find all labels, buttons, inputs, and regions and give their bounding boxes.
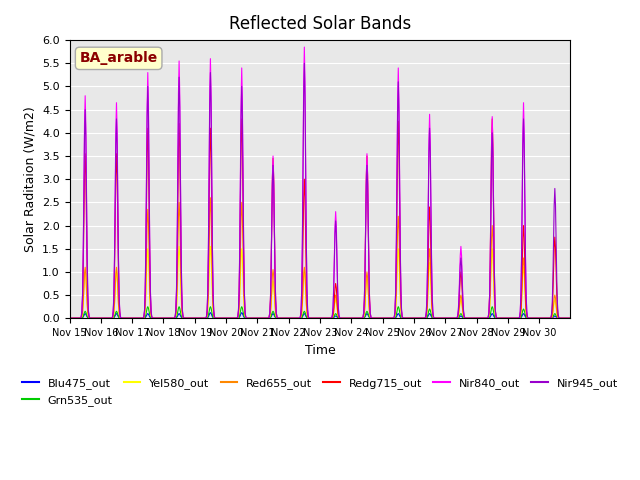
Nir840_out — [399, 315, 407, 321]
Grn535_out — [144, 304, 152, 310]
Blu475_out — [400, 315, 408, 321]
Yel580_out — [566, 315, 573, 321]
Line: Grn535_out: Grn535_out — [70, 307, 570, 318]
Nir840_out — [216, 315, 224, 321]
Red655_out — [566, 315, 573, 321]
Yel580_out — [316, 315, 324, 321]
Yel580_out — [242, 315, 250, 321]
Nir945_out — [442, 315, 449, 321]
Grn535_out — [66, 315, 74, 321]
Grn535_out — [242, 315, 250, 321]
Yel580_out — [66, 315, 74, 321]
Redg715_out — [66, 315, 74, 321]
Line: Blu475_out: Blu475_out — [70, 312, 570, 318]
Nir840_out — [566, 315, 573, 321]
Blu475_out — [566, 315, 573, 321]
Nir945_out — [66, 315, 74, 321]
Nir945_out — [124, 315, 132, 321]
Yel580_out — [400, 315, 408, 321]
Red655_out — [124, 315, 132, 321]
Nir840_out — [535, 315, 543, 321]
Blu475_out — [217, 315, 225, 321]
Nir945_out — [241, 308, 249, 313]
Redg715_out — [260, 315, 268, 321]
X-axis label: Time: Time — [305, 344, 335, 357]
Redg715_out — [316, 315, 324, 321]
Nir840_out — [260, 315, 268, 321]
Blu475_out — [124, 315, 132, 321]
Text: BA_arable: BA_arable — [79, 51, 158, 65]
Y-axis label: Solar Raditaion (W/m2): Solar Raditaion (W/m2) — [24, 106, 36, 252]
Grn535_out — [260, 315, 268, 321]
Redg715_out — [372, 315, 380, 321]
Red655_out — [217, 315, 225, 321]
Red655_out — [242, 314, 250, 320]
Grn535_out — [372, 315, 380, 321]
Title: Reflected Solar Bands: Reflected Solar Bands — [229, 15, 411, 33]
Legend: Blu475_out, Grn535_out, Yel580_out, Red655_out, Redg715_out, Nir840_out, Nir945_: Blu475_out, Grn535_out, Yel580_out, Red6… — [17, 374, 623, 410]
Redg715_out — [238, 116, 246, 122]
Yel580_out — [175, 243, 183, 249]
Nir840_out — [124, 315, 132, 321]
Nir840_out — [241, 307, 249, 312]
Red655_out — [372, 315, 380, 321]
Yel580_out — [372, 315, 380, 321]
Redg715_out — [400, 315, 408, 321]
Redg715_out — [242, 314, 250, 320]
Red655_out — [260, 315, 268, 321]
Line: Nir945_out: Nir945_out — [70, 63, 570, 318]
Red655_out — [400, 315, 408, 321]
Grn535_out — [400, 315, 408, 321]
Line: Red655_out: Red655_out — [70, 198, 570, 318]
Red655_out — [207, 195, 214, 201]
Blu475_out — [242, 315, 250, 321]
Grn535_out — [316, 315, 324, 321]
Nir840_out — [301, 44, 308, 50]
Blu475_out — [66, 315, 74, 321]
Nir945_out — [566, 315, 573, 321]
Nir945_out — [216, 315, 224, 321]
Grn535_out — [124, 315, 132, 321]
Blu475_out — [207, 310, 214, 315]
Blu475_out — [316, 315, 324, 321]
Nir945_out — [301, 60, 308, 66]
Redg715_out — [216, 315, 224, 321]
Redg715_out — [124, 315, 132, 321]
Line: Yel580_out: Yel580_out — [70, 246, 570, 318]
Blu475_out — [260, 315, 268, 321]
Nir945_out — [399, 315, 407, 321]
Grn535_out — [566, 315, 573, 321]
Red655_out — [66, 315, 74, 321]
Line: Redg715_out: Redg715_out — [70, 119, 570, 318]
Grn535_out — [217, 315, 225, 321]
Yel580_out — [124, 315, 132, 321]
Nir945_out — [372, 315, 380, 321]
Red655_out — [316, 315, 324, 321]
Nir840_out — [372, 315, 380, 321]
Redg715_out — [566, 315, 573, 321]
Nir840_out — [66, 315, 74, 321]
Yel580_out — [217, 315, 225, 321]
Line: Nir840_out: Nir840_out — [70, 47, 570, 318]
Nir945_out — [260, 315, 268, 321]
Blu475_out — [372, 315, 380, 321]
Yel580_out — [260, 315, 268, 321]
